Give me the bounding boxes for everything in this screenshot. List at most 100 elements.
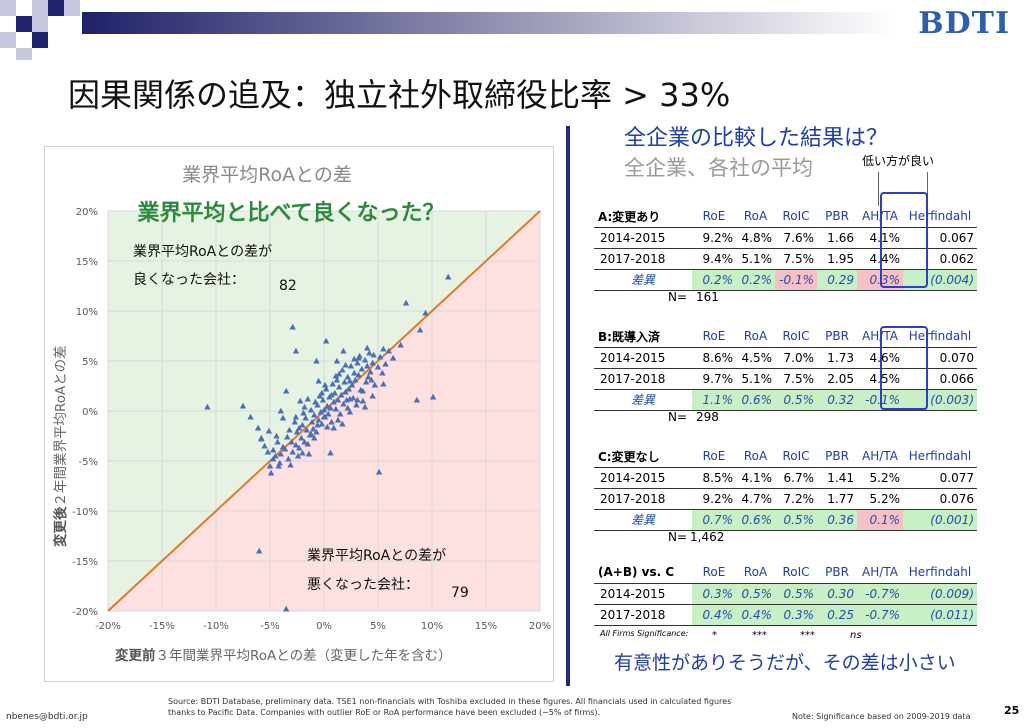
difference-cell: 0.2% — [736, 269, 775, 291]
data-point — [294, 452, 302, 459]
lower-is-better-note: 低い方が良い — [862, 154, 935, 168]
significance-label: All Firms Significance: — [600, 629, 689, 638]
y-tick-label: 0% — [82, 407, 98, 418]
table-cell: 4.8% — [736, 227, 775, 249]
results-title: 全企業の比較した結果は？ — [624, 126, 889, 151]
data-point — [285, 455, 292, 462]
worse-annotation-line1: 業界平均RoAとの差が — [307, 548, 446, 564]
data-point — [358, 365, 365, 372]
n-value: 298 — [696, 410, 719, 424]
n-label: N= — [668, 530, 688, 544]
ahta-highlight-b — [880, 326, 928, 410]
data-point — [347, 362, 355, 369]
footer-source: Source: BDTI Database, preliminary data.… — [168, 697, 732, 717]
n-value: 161 — [696, 290, 719, 304]
worse-count: 79 — [451, 585, 469, 601]
data-point — [329, 380, 336, 387]
difference-cell: 0.29 — [817, 269, 857, 291]
data-point — [364, 362, 371, 369]
col-header: AH/TA — [857, 446, 903, 468]
chart-headline: 業界平均と比べて良くなった？ — [137, 200, 444, 226]
bdti-logo: BDTI — [918, 6, 1010, 41]
data-point — [316, 392, 323, 399]
col-header: Herfindahl — [903, 206, 977, 228]
data-point — [277, 407, 284, 414]
difference-cell: 1.1% — [692, 389, 736, 411]
data-point — [279, 414, 287, 421]
col-header: RoE — [692, 562, 736, 584]
data-point — [318, 389, 326, 396]
data-point — [362, 378, 370, 385]
data-point — [293, 428, 301, 435]
table-row: 2014-2015 8.6% 4.5% 7.0% 1.73 4.6% 0.070 — [594, 347, 977, 369]
data-point — [371, 381, 378, 388]
data-point — [256, 547, 263, 554]
difference-cell: -0.1% — [775, 269, 817, 291]
data-point — [361, 356, 369, 363]
comparison-cell: 0.5% — [736, 583, 775, 605]
comparison-cell: 0.25 — [817, 604, 857, 626]
col-header: PBR — [817, 326, 857, 348]
data-point — [304, 440, 311, 447]
table-cell: 5.1% — [736, 248, 775, 270]
data-point — [332, 405, 340, 412]
difference-row: 差異 0.7% 0.6% 0.5% 0.36 0.1% (0.001) — [594, 509, 977, 531]
significance-mark: *** — [800, 630, 815, 641]
better-count: 82 — [279, 278, 297, 294]
data-point — [267, 469, 275, 476]
x-tick-label: 0% — [316, 621, 332, 632]
group-name: B:既導入済 — [594, 326, 692, 348]
data-point — [310, 425, 317, 432]
data-point — [380, 380, 387, 387]
data-point — [413, 396, 421, 403]
comparison-cell: 0.4% — [736, 604, 775, 626]
data-point — [254, 424, 262, 431]
table-cell: 8.6% — [692, 347, 736, 369]
comparison-cell: 0.3% — [692, 583, 736, 605]
table-header-row: B:既導入済 RoE RoA RoIC PBR AH/TA Herfindahl — [594, 326, 977, 348]
data-point — [335, 383, 343, 390]
footer-note: Note: Significance based on 2009-2019 da… — [792, 712, 971, 721]
data-point — [366, 349, 373, 356]
table-a: A:変更あり RoE RoA RoIC PBR AH/TA Herfindahl… — [594, 206, 977, 291]
period-label: 2014-2015 — [594, 467, 692, 489]
data-point — [288, 438, 295, 445]
data-point — [346, 377, 354, 384]
significance-mark: ns — [850, 630, 862, 641]
col-header: AH/TA — [857, 562, 903, 584]
x-tick-label: 10% — [421, 621, 443, 632]
period-label: 2014-2015 — [594, 347, 692, 369]
data-point — [289, 448, 296, 455]
comparison-cell: (0.009) — [903, 583, 977, 605]
col-header: RoIC — [775, 446, 817, 468]
data-point — [334, 416, 342, 423]
table-header-row: C:変更なし RoE RoA RoIC PBR AH/TA Herfindahl — [594, 446, 977, 468]
table-cell: 6.7% — [775, 467, 817, 489]
table-cell: 5.2% — [857, 467, 903, 489]
scatter-chart: -20% -15% -10% -5% 0% 5% 10% 15% 20% 20% 15% 10% 5% 0… — [52, 164, 551, 664]
difference-cell: 0.36 — [817, 509, 857, 531]
slide-title: 因果関係の追及：独立社外取締役比率 > 33% — [68, 76, 731, 114]
data-point — [355, 371, 362, 378]
data-point — [346, 408, 354, 415]
data-point — [320, 413, 328, 420]
difference-cell: 0.5% — [775, 509, 817, 531]
data-point — [354, 359, 361, 366]
data-point — [295, 444, 303, 451]
data-point — [239, 402, 247, 409]
data-point — [318, 420, 326, 427]
difference-cell: 0.2% — [692, 269, 736, 291]
data-point — [328, 418, 335, 425]
y-tick-label: 10% — [76, 307, 98, 318]
difference-cell: 0.5% — [775, 389, 817, 411]
data-point — [295, 424, 303, 431]
data-point — [324, 423, 331, 430]
table-cell: 1.77 — [817, 488, 857, 510]
col-header: Herfindahl — [903, 562, 977, 584]
data-point — [365, 373, 372, 380]
y-tick-label: -5% — [79, 457, 98, 468]
comparison-row: 2017-2018 0.4% 0.4% 0.3% 0.25 -0.7% (0.0… — [594, 604, 977, 626]
table-cell: 4.5% — [736, 347, 775, 369]
period-label: 2017-2018 — [594, 488, 692, 510]
data-point — [334, 396, 342, 403]
